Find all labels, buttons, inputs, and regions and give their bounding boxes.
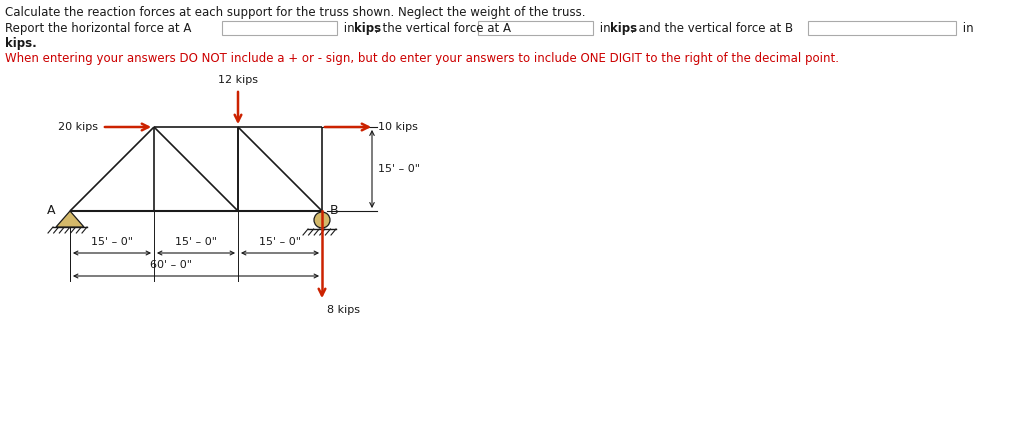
Text: in: in <box>596 22 614 35</box>
Text: 15' – 0": 15' – 0" <box>91 237 133 247</box>
Text: , and the vertical force at B: , and the vertical force at B <box>631 22 794 35</box>
Text: in: in <box>340 22 358 35</box>
Text: kips: kips <box>354 22 381 35</box>
Bar <box>222 21 337 35</box>
Text: Calculate the reaction forces at each support for the truss shown. Neglect the w: Calculate the reaction forces at each su… <box>5 6 586 19</box>
Text: 20 kips: 20 kips <box>58 122 98 132</box>
Bar <box>478 21 593 35</box>
Text: 15' – 0": 15' – 0" <box>259 237 301 247</box>
Text: 15' – 0": 15' – 0" <box>378 164 420 174</box>
Text: 10 kips: 10 kips <box>378 122 418 132</box>
Text: A: A <box>46 204 55 216</box>
Polygon shape <box>56 211 84 227</box>
Text: 60' – 0": 60' – 0" <box>150 260 193 270</box>
Text: 15' – 0": 15' – 0" <box>175 237 217 247</box>
Circle shape <box>314 212 330 228</box>
Text: When entering your answers DO NOT include a + or - sign, but do enter your answe: When entering your answers DO NOT includ… <box>5 52 839 65</box>
Text: 8 kips: 8 kips <box>327 305 360 315</box>
Bar <box>808 21 956 35</box>
Text: , the vertical force at A: , the vertical force at A <box>375 22 511 35</box>
Text: 12 kips: 12 kips <box>218 75 258 85</box>
Text: in: in <box>959 22 974 35</box>
Text: B: B <box>330 204 339 216</box>
Text: kips: kips <box>610 22 637 35</box>
Text: kips.: kips. <box>5 37 37 50</box>
Text: Report the horizontal force at A: Report the horizontal force at A <box>5 22 191 35</box>
